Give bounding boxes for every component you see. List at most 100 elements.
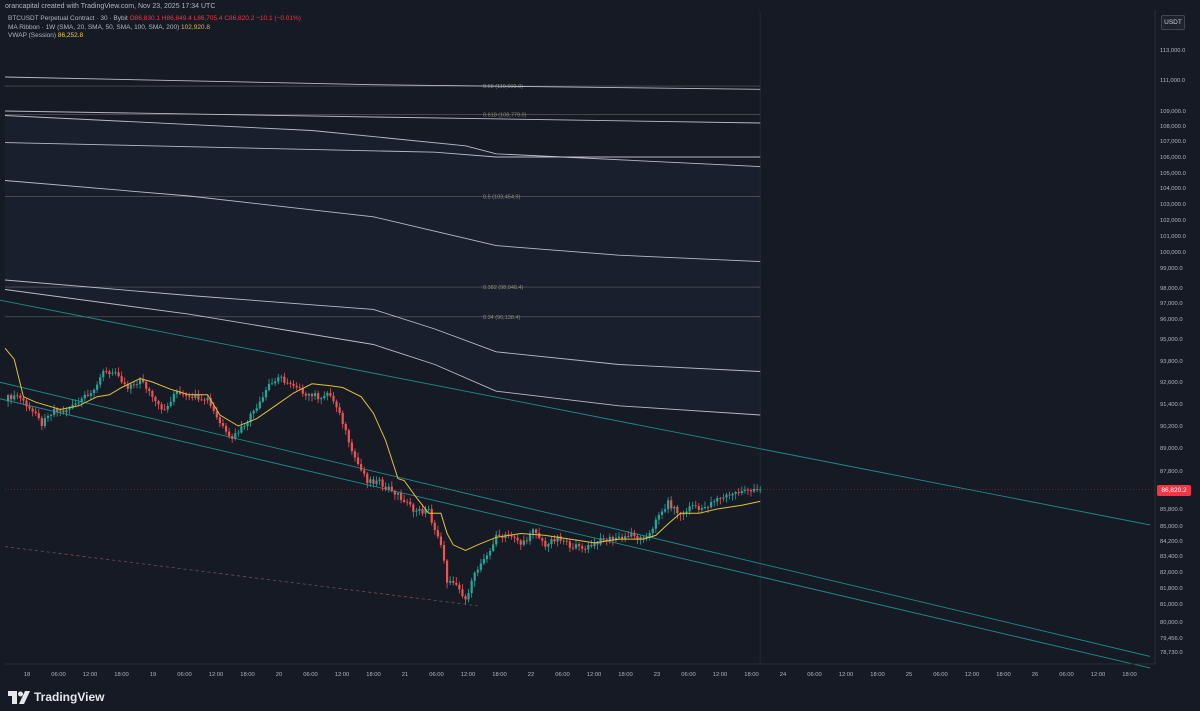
price-axis-tick: 95,000.0: [1160, 337, 1183, 343]
time-axis-tick: 18:00: [996, 672, 1011, 678]
candle-body: [688, 506, 691, 512]
time-axis-tick: 12:00: [83, 672, 98, 678]
time-axis-tick: 18: [24, 672, 30, 678]
candle-body: [593, 542, 596, 547]
candle-body: [667, 500, 670, 510]
candle-body: [313, 393, 317, 397]
candle-body: [396, 493, 400, 495]
ma-ribbon-line: [4, 142, 761, 158]
price-axis-tick: 96,000.0: [1160, 317, 1183, 323]
candle-body: [406, 501, 409, 503]
vwap-label: VWAP (Session): [8, 32, 57, 40]
fib-level-label: 0.66 (110,609.0): [483, 84, 523, 90]
time-axis-tick: 12:00: [1091, 672, 1106, 678]
candle-body: [731, 493, 734, 496]
candle-body: [218, 417, 221, 424]
time-axis-tick: 18:00: [240, 672, 255, 678]
price-axis-tick: 105,000.0: [1160, 171, 1186, 177]
candle-body: [280, 376, 283, 378]
candle-body: [240, 426, 243, 433]
trend-channel-line: [0, 299, 1151, 526]
candle-body: [528, 533, 532, 542]
candle-body: [507, 534, 510, 536]
price-axis-tick: 93,800.0: [1160, 359, 1183, 365]
candle-body: [74, 403, 77, 405]
candle-body: [372, 479, 375, 484]
candle-body: [541, 538, 544, 541]
candle-body: [630, 533, 633, 537]
candle-body: [301, 387, 304, 394]
candle-body: [56, 408, 59, 412]
candle-body: [154, 396, 157, 402]
candle-body: [28, 406, 31, 409]
price-axis-tick: 82,600.0: [1160, 570, 1183, 576]
candle-body: [455, 582, 458, 585]
candle-body: [197, 394, 200, 400]
time-axis-tick: 12:00: [209, 672, 224, 678]
candle-body: [292, 383, 295, 386]
time-axis-tick: 06:00: [1059, 672, 1074, 678]
candle-body: [132, 384, 136, 386]
candle-body: [482, 559, 486, 564]
candle-body: [516, 537, 519, 541]
candle-body: [427, 508, 430, 510]
time-axis-tick: 12:00: [839, 672, 854, 678]
candle-body: [96, 384, 99, 390]
candle-body: [172, 394, 175, 402]
price-axis-tick: 87,800.0: [1160, 469, 1183, 475]
candle-body: [181, 393, 185, 395]
tradingview-logo[interactable]: TradingView: [8, 689, 104, 705]
candle-body: [442, 545, 446, 561]
candle-body: [415, 510, 418, 512]
time-axis-tick: 18:00: [366, 672, 381, 678]
candle-body: [209, 397, 212, 406]
ma-ribbon-line: [4, 279, 761, 372]
candle-body: [648, 532, 651, 537]
price-axis-tick: 100,000.0: [1160, 250, 1186, 256]
ma-ribbon-row[interactable]: MA Ribbon · 1W (SMA, 20, SMA, 50, SMA, 1…: [8, 24, 301, 33]
time-axis-tick: 22: [528, 672, 534, 678]
candle-body: [439, 536, 443, 546]
candle-body: [620, 536, 624, 539]
time-axis-tick: 06:00: [51, 672, 66, 678]
currency-scale-badge[interactable]: USDT: [1161, 15, 1185, 30]
vwap-row[interactable]: VWAP (Session) 86,252.8: [8, 32, 301, 41]
trend-channel-line: [0, 398, 1151, 669]
symbol-title: BTCUSDT Perpetual Contract · 30 · Bybit: [8, 15, 128, 22]
candle-body: [399, 493, 403, 500]
candle-body: [148, 388, 151, 392]
price-axis-tick: 97,000.0: [1160, 301, 1183, 307]
candle-body: [553, 539, 556, 542]
candle-body: [53, 408, 56, 415]
candle-body: [627, 536, 630, 537]
candle-body: [608, 536, 611, 541]
candle-body: [10, 395, 13, 400]
candle-body: [538, 533, 541, 539]
candle-body: [212, 405, 215, 412]
candle-body: [624, 536, 627, 539]
candle-body: [277, 377, 280, 382]
candle-body: [332, 395, 335, 402]
candle-body: [645, 536, 648, 539]
price-axis-tick: 80,000.0: [1160, 620, 1183, 626]
candle-body: [188, 395, 191, 397]
time-axis-tick: 19: [150, 672, 156, 678]
symbol-row[interactable]: BTCUSDT Perpetual Contract · 30 · Bybit …: [8, 15, 301, 24]
price-axis-tick: 92,600.0: [1160, 380, 1183, 386]
candle-body: [43, 418, 47, 427]
candle-body: [258, 401, 261, 409]
price-axis-tick: 89,000.0: [1160, 446, 1183, 452]
time-axis-tick: 06:00: [807, 672, 822, 678]
price-axis-tick: 84,200.0: [1160, 539, 1183, 545]
time-axis-tick: 26: [1032, 672, 1038, 678]
candle-body: [673, 506, 676, 509]
candle-body: [476, 569, 479, 573]
candle-body: [194, 394, 197, 398]
candle-body: [323, 395, 326, 399]
candle-body: [452, 581, 455, 583]
candle-body: [418, 508, 421, 511]
candle-body: [114, 372, 117, 374]
time-axis-tick: 12:00: [587, 672, 602, 678]
candle-body: [522, 540, 525, 545]
